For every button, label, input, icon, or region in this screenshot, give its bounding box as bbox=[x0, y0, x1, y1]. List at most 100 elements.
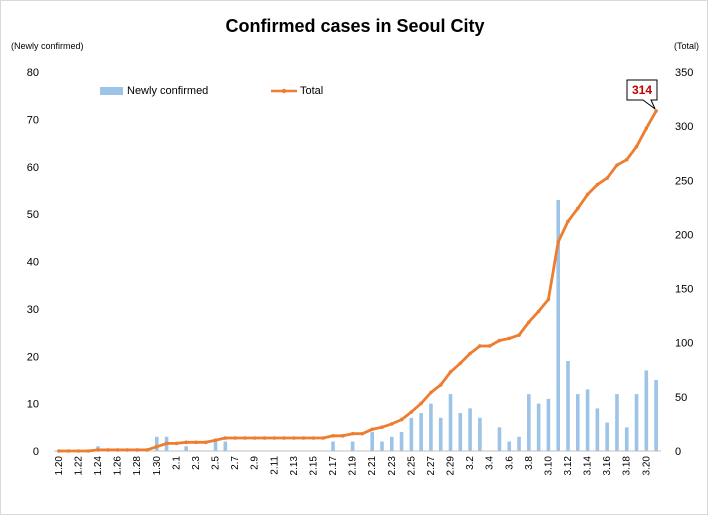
line-point bbox=[517, 333, 521, 337]
x-tick-label: 3.10 bbox=[543, 456, 554, 476]
line-point bbox=[380, 425, 384, 429]
bar bbox=[615, 394, 619, 451]
bar bbox=[585, 389, 590, 451]
x-tick-label: 2.21 bbox=[367, 456, 378, 476]
y-left-axis-label: (Newly confirmed) bbox=[11, 41, 84, 51]
x-tick-label: 2.17 bbox=[328, 456, 339, 476]
y-left-tick-labels: 0 10 20 30 40 50 60 70 80 bbox=[27, 67, 39, 458]
x-tick-label: 1.26 bbox=[113, 456, 124, 476]
y-left-tick-label: 0 bbox=[33, 446, 39, 458]
x-tick-label: 2.23 bbox=[387, 456, 398, 476]
legend-label-newly-confirmed: Newly confirmed bbox=[127, 85, 208, 97]
bar bbox=[654, 379, 658, 451]
legend-label-total: Total bbox=[300, 85, 323, 97]
line-point bbox=[321, 436, 326, 440]
line-point bbox=[399, 417, 404, 422]
x-tick-label: 1.30 bbox=[152, 456, 163, 476]
y-right-tick-label: 200 bbox=[675, 229, 693, 241]
line-point bbox=[644, 126, 649, 131]
bar bbox=[350, 441, 355, 451]
line-point bbox=[301, 436, 306, 440]
y-right-tick-label: 50 bbox=[675, 392, 687, 404]
bar bbox=[634, 394, 639, 451]
x-tick-label: 3.16 bbox=[602, 456, 613, 476]
line-point bbox=[654, 109, 658, 113]
line-point bbox=[419, 401, 423, 406]
x-tick-label: 2.13 bbox=[289, 456, 300, 476]
line-point bbox=[595, 182, 600, 187]
bar bbox=[575, 394, 580, 451]
x-tick-label: 2.3 bbox=[191, 456, 202, 470]
x-tick-label: 2.1 bbox=[171, 456, 182, 470]
x-tick-label: 3.20 bbox=[641, 456, 652, 476]
bar bbox=[595, 408, 600, 451]
line-point bbox=[135, 448, 140, 452]
y-right-tick-label: 150 bbox=[675, 284, 693, 296]
line-point bbox=[575, 206, 580, 211]
line-point bbox=[233, 436, 237, 440]
y-right-tick-label: 250 bbox=[675, 175, 693, 187]
bar bbox=[605, 422, 609, 451]
line-point bbox=[536, 309, 541, 314]
x-tick-label: 1.20 bbox=[54, 456, 65, 476]
line-point bbox=[145, 448, 149, 452]
x-tick-label: 1.28 bbox=[132, 456, 143, 476]
bar-series-newly-confirmed bbox=[96, 199, 658, 451]
y-left-tick-label: 60 bbox=[27, 162, 39, 174]
x-tick-label: 3.18 bbox=[622, 456, 633, 476]
line-point bbox=[497, 338, 502, 343]
x-tick-label: 2.15 bbox=[308, 456, 319, 476]
y-right-tick-label: 350 bbox=[675, 67, 693, 79]
line-point bbox=[429, 390, 433, 395]
line-point bbox=[57, 449, 61, 453]
line-point bbox=[605, 176, 609, 180]
line-point bbox=[66, 449, 71, 453]
x-tick-label: 3.14 bbox=[583, 456, 594, 476]
callout-box bbox=[626, 79, 658, 110]
x-tick-label: 2.9 bbox=[250, 456, 261, 470]
callout: 314 bbox=[626, 79, 658, 110]
bar bbox=[429, 403, 433, 451]
line-series-total bbox=[57, 109, 658, 453]
line-point bbox=[292, 436, 296, 440]
bar bbox=[468, 408, 472, 451]
bar bbox=[507, 441, 512, 451]
y-right-tick-label: 0 bbox=[675, 446, 681, 458]
x-tick-label: 3.4 bbox=[485, 456, 496, 470]
x-tick-labels: 1.20 1.22 1.24 1.26 1.28 1.30 2.1 2.3 2.5 2.7 2.9 2… bbox=[54, 456, 652, 476]
bar bbox=[527, 394, 531, 451]
bar bbox=[448, 394, 453, 451]
line-point bbox=[272, 436, 277, 440]
line-point bbox=[282, 436, 286, 440]
chart-title: Confirmed cases in Seoul City bbox=[225, 16, 484, 36]
x-tick-label: 2.5 bbox=[211, 456, 222, 470]
line-point bbox=[252, 436, 257, 440]
line-point bbox=[262, 436, 267, 440]
line-point bbox=[86, 449, 91, 453]
y-right-tick-label: 100 bbox=[675, 338, 693, 350]
bar bbox=[419, 413, 423, 451]
bar bbox=[566, 360, 570, 451]
x-tick-label: 3.12 bbox=[563, 456, 574, 476]
line-point bbox=[409, 410, 414, 414]
y-right-axis-label: (Total) bbox=[674, 41, 699, 51]
line-point bbox=[115, 448, 120, 452]
bar bbox=[536, 403, 541, 451]
x-tick-label: 1.24 bbox=[93, 456, 104, 476]
x-tick-label: 2.7 bbox=[230, 456, 241, 470]
line-point bbox=[507, 336, 512, 341]
bar bbox=[624, 427, 629, 451]
line-point bbox=[125, 448, 130, 452]
x-tick-label: 3.8 bbox=[524, 456, 535, 470]
line-point bbox=[360, 431, 365, 436]
line-point bbox=[615, 163, 619, 167]
line-point bbox=[438, 383, 443, 387]
line-point bbox=[184, 440, 188, 445]
x-tick-label: 2.11 bbox=[269, 456, 280, 475]
line-point bbox=[478, 344, 482, 348]
line-point bbox=[96, 448, 100, 452]
line-point bbox=[370, 427, 374, 432]
bar bbox=[644, 370, 649, 451]
bar bbox=[223, 441, 228, 451]
